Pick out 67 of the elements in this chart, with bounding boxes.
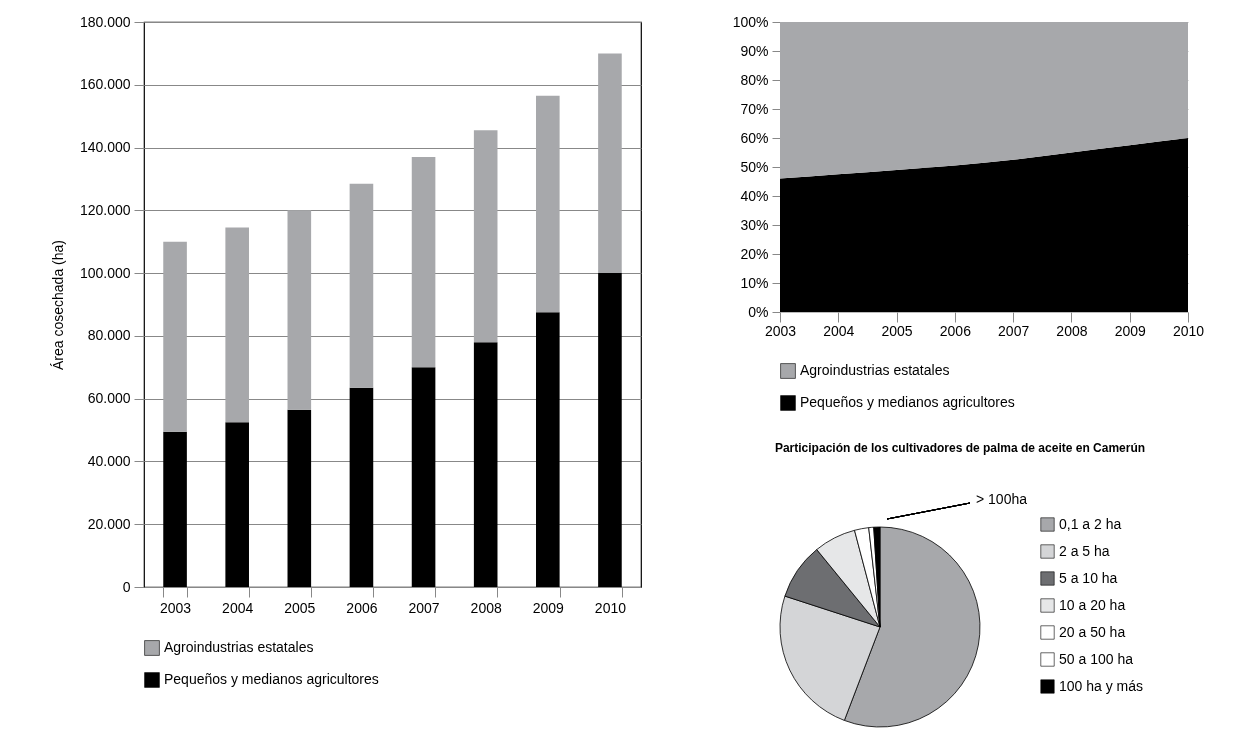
bar	[473, 130, 498, 343]
bar	[225, 227, 249, 423]
legend-label: 0,1 a 2 ha	[1059, 515, 1122, 532]
y-tick-label: 20.000	[87, 515, 131, 532]
y-tick-label: 0%	[748, 303, 769, 320]
legend-label: 5 a 10 ha	[1059, 569, 1118, 586]
legend-label: Agroindustrias estatales	[164, 639, 314, 655]
x-tick-label: 2009	[532, 599, 565, 616]
y-tick-label: 80.000	[87, 327, 131, 344]
bar	[163, 241, 187, 432]
bar	[536, 95, 560, 313]
bar	[598, 53, 622, 274]
y-tick-label: 60.000	[87, 390, 131, 407]
y-tick-label: 20%	[740, 245, 769, 262]
y-tick-label: 90%	[740, 42, 769, 59]
y-tick-label: 50%	[740, 158, 769, 175]
y-tick-label: 120.000	[79, 201, 131, 218]
y-tick-label: 40%	[740, 187, 769, 204]
y-tick-label: 10%	[740, 274, 769, 291]
y-tick-label: 160.000	[79, 76, 131, 93]
y-tick-label: 180.000	[79, 13, 131, 30]
legend-label: 100 ha y más	[1059, 677, 1144, 694]
x-tick-label: 2009	[1114, 322, 1146, 339]
y-tick-label: 100.000	[79, 264, 131, 281]
bar	[349, 387, 374, 587]
x-tick-label: 2003	[159, 599, 192, 616]
y-tick-label: 40.000	[87, 452, 131, 469]
x-tick-label: 2008	[1056, 322, 1088, 339]
x-tick-label: 2007	[998, 322, 1030, 339]
x-tick-label: 2006	[939, 322, 972, 339]
x-tick-label: 2004	[823, 322, 855, 339]
x-tick-label: 2010	[1172, 322, 1205, 339]
bar	[225, 422, 249, 587]
x-tick-label: 2010	[594, 599, 627, 616]
bar	[473, 342, 498, 587]
bar	[163, 431, 187, 587]
y-tick-label: 70%	[740, 100, 769, 117]
y-axis-title: Área cosechada (ha)	[49, 240, 66, 370]
x-tick-label: 2005	[881, 322, 913, 339]
x-tick-label: 2003	[764, 322, 797, 339]
legend-label: 20 a 50 ha	[1059, 623, 1126, 640]
x-tick-label: 2008	[470, 599, 502, 616]
bar	[411, 156, 436, 368]
text: > 100ha	[976, 491, 1028, 507]
legend-label: Pequeños y medianos agricultores	[164, 671, 379, 687]
y-tick-label: 100%	[732, 13, 769, 30]
y-tick-label: 60%	[740, 129, 769, 146]
legend-label: Pequeños y medianos agricultores	[800, 394, 1015, 410]
y-tick-label: 80%	[740, 71, 769, 88]
bar	[598, 273, 622, 587]
legend-label: 50 a 100 ha	[1059, 650, 1134, 667]
bar	[411, 367, 436, 587]
legend-label: 10 a 20 ha	[1059, 596, 1126, 613]
chart-title: Participación de los cultivadores de palma de aceite en Camerún	[774, 441, 1146, 455]
x-tick-label: 2005	[284, 599, 316, 616]
x-tick-label: 2004	[222, 599, 254, 616]
bar	[287, 409, 312, 587]
legend-label: 2 a 5 ha	[1059, 542, 1110, 559]
y-tick-label: 30%	[740, 216, 769, 233]
legend-label: Agroindustrias estatales	[800, 362, 950, 378]
y-tick-label: 140.000	[79, 139, 131, 156]
x-tick-label: 2006	[346, 599, 378, 616]
bar	[536, 312, 560, 587]
x-tick-label: 2007	[408, 599, 440, 616]
bar	[287, 210, 312, 410]
bar	[349, 183, 374, 388]
y-tick-label: 0	[122, 578, 131, 595]
